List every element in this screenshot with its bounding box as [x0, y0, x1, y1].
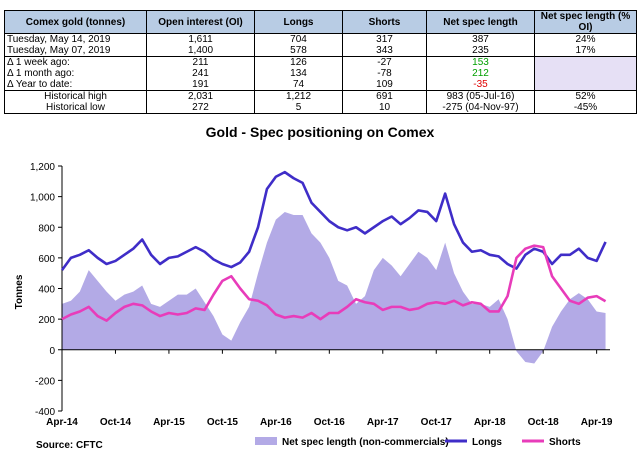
header-net-spec: Net spec length [426, 10, 535, 34]
cell-net: 153 [426, 56, 535, 68]
x-tick-label: Oct-17 [421, 417, 453, 428]
cell-oi: 1,611 [146, 33, 255, 45]
x-tick-label: Oct-14 [100, 417, 132, 428]
x-tick-label: Apr-19 [581, 417, 613, 428]
header-longs: Longs [254, 10, 343, 34]
cell-shorts: -78 [342, 68, 427, 79]
y-tick-label: 1,000 [30, 193, 55, 204]
cell-net: 387 [426, 33, 535, 45]
row-label: Historical low [4, 102, 147, 114]
row-label: Δ 1 month ago: [4, 68, 147, 79]
y-tick-label: 400 [38, 285, 55, 296]
cell-net: 235 [426, 45, 535, 57]
table-row: Δ 1 month ago: 241 134 -78 212 [4, 68, 637, 79]
legend-label: Longs [472, 437, 502, 448]
chart-legend: Net spec length (non-commercials) Longs Sh… [255, 437, 581, 448]
y-tick-label: 200 [38, 315, 55, 326]
header-label: Comex gold (tonnes) [4, 10, 147, 34]
x-tick-label: Apr-18 [474, 417, 506, 428]
cell-oi: 1,400 [146, 45, 255, 57]
cell-oi: 2,031 [146, 90, 255, 102]
cell-pct [534, 68, 637, 79]
longs-line [60, 170, 607, 271]
cell-pct: 24% [534, 33, 637, 45]
table-row: Historical low 272 5 10 -275 (04-Nov-97)… [4, 102, 637, 114]
cell-oi: 272 [146, 102, 255, 114]
cell-longs: 134 [254, 68, 343, 79]
cell-pct: -45% [534, 102, 637, 114]
cell-net: -275 (04-Nov-97) [426, 102, 535, 114]
legend-swatch-area [255, 437, 277, 445]
cell-net: 212 [426, 68, 535, 79]
spec-positioning-chart: Gold - Spec positioning on Comex Tonnes … [14, 124, 613, 451]
cell-pct [534, 56, 637, 68]
cell-longs: 704 [254, 33, 343, 45]
cell-pct: 52% [534, 90, 637, 102]
y-tick-label: 1,200 [30, 162, 55, 173]
x-tick-label: Oct-18 [528, 417, 560, 428]
y-tick-label: -400 [35, 407, 55, 418]
table-row: Historical high 2,031 1,212 691 983 (05-… [4, 90, 637, 102]
x-tick-label: Oct-15 [207, 417, 239, 428]
chart-title: Gold - Spec positioning on Comex [206, 124, 435, 140]
shorts-line [61, 244, 607, 322]
cell-shorts: -27 [342, 56, 427, 68]
y-tick-label: 600 [38, 254, 55, 265]
cell-longs: 1,212 [254, 90, 343, 102]
cell-pct [534, 79, 637, 91]
table-row: Tuesday, May 14, 2019 1,611 704 317 387 … [4, 33, 637, 45]
table-row: Δ 1 week ago: 211 126 -27 153 [4, 56, 637, 68]
plot-area: -400 -200 0 200 400 600 800 1,000 1,200 Apr-14 Oct… [30, 162, 613, 428]
cell-shorts: 317 [342, 33, 427, 45]
cell-longs: 5 [254, 102, 343, 114]
legend-label: Shorts [549, 437, 581, 448]
cell-oi: 211 [146, 56, 255, 68]
x-tick-label: Oct-16 [314, 417, 346, 428]
row-label: Tuesday, May 07, 2019 [4, 45, 147, 57]
cell-longs: 126 [254, 56, 343, 68]
row-label: Tuesday, May 14, 2019 [4, 33, 147, 45]
table-row: Tuesday, May 07, 2019 1,400 578 343 235 … [4, 45, 637, 57]
cell-oi: 241 [146, 68, 255, 79]
cell-shorts: 10 [342, 102, 427, 114]
table-row: Δ Year to date: 191 74 109 -35 [4, 79, 637, 91]
header-open-interest: Open interest (OI) [146, 10, 255, 34]
source-note: Source: CFTC [36, 440, 103, 451]
cell-pct: 17% [534, 45, 637, 57]
cell-shorts: 343 [342, 45, 427, 57]
header-net-spec-pct: Net spec length (% OI) [534, 10, 637, 34]
cell-net: -35 [426, 79, 535, 91]
y-tick-label: 0 [49, 346, 55, 357]
x-tick-label: Apr-15 [153, 417, 185, 428]
cell-longs: 74 [254, 79, 343, 91]
cell-shorts: 109 [342, 79, 427, 91]
x-tick-label: Apr-17 [367, 417, 399, 428]
row-label: Historical high [4, 90, 147, 102]
x-tick-label: Apr-16 [260, 417, 292, 428]
header-shorts: Shorts [342, 10, 427, 34]
row-label: Δ 1 week ago: [4, 56, 147, 68]
positioning-table: Comex gold (tonnes) Open interest (OI) L… [4, 10, 637, 114]
net-spec-area [62, 211, 606, 364]
y-axis-label: Tonnes [14, 274, 25, 309]
y-tick-label: -200 [35, 376, 55, 387]
y-tick-label: 800 [38, 223, 55, 234]
x-tick-label: Apr-14 [46, 417, 78, 428]
cell-net: 983 (05-Jul-16) [426, 90, 535, 102]
table-header-row: Comex gold (tonnes) Open interest (OI) L… [4, 10, 637, 34]
row-label: Δ Year to date: [4, 79, 147, 91]
cell-shorts: 691 [342, 90, 427, 102]
cell-longs: 578 [254, 45, 343, 57]
legend-label: Net spec length (non-commercials) [282, 437, 449, 448]
cell-oi: 191 [146, 79, 255, 91]
